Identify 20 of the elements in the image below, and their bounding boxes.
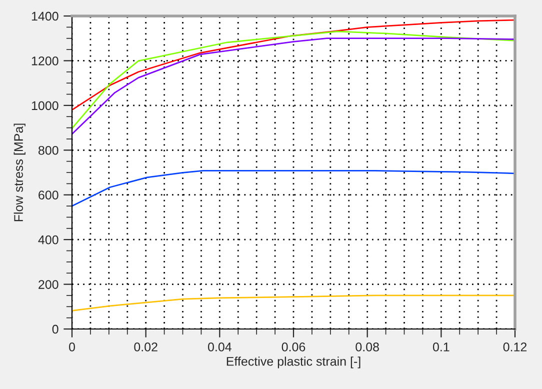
y-tick-label: 600 (38, 190, 58, 200)
y-tick-label: 1200 (32, 56, 58, 66)
x-tick-label: 0.04 (208, 342, 232, 352)
x-tick-label: 0.02 (134, 342, 158, 352)
y-tick-label: 1400 (32, 12, 58, 21)
y-axis-title: Flow stress [MPa] (14, 124, 26, 222)
y-tick-label: 400 (38, 235, 58, 244)
line-series (72, 294, 515, 312)
line-series (72, 170, 515, 207)
y-tick-label: 800 (38, 146, 58, 155)
x-tick-label: 0.1 (432, 342, 450, 352)
x-tick-label: 0.06 (282, 342, 306, 352)
x-tick-label: 0.12 (503, 342, 527, 352)
y-tick-label: 0 (52, 324, 58, 334)
y-tick-label: 1000 (32, 101, 58, 110)
y-tick-label: 200 (38, 280, 58, 289)
x-tick-label: 0 (69, 342, 75, 352)
x-axis-title: Effective plastic strain [-] (226, 356, 360, 368)
line-series (72, 19, 515, 111)
x-tick-label: 0.08 (356, 342, 379, 352)
